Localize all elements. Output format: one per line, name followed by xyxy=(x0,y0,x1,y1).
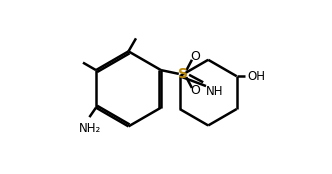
Text: O: O xyxy=(190,84,200,97)
Text: S: S xyxy=(179,67,189,81)
Text: OH: OH xyxy=(247,70,265,83)
Text: NH: NH xyxy=(206,85,223,98)
Text: O: O xyxy=(190,50,200,64)
Text: NH₂: NH₂ xyxy=(79,122,102,135)
